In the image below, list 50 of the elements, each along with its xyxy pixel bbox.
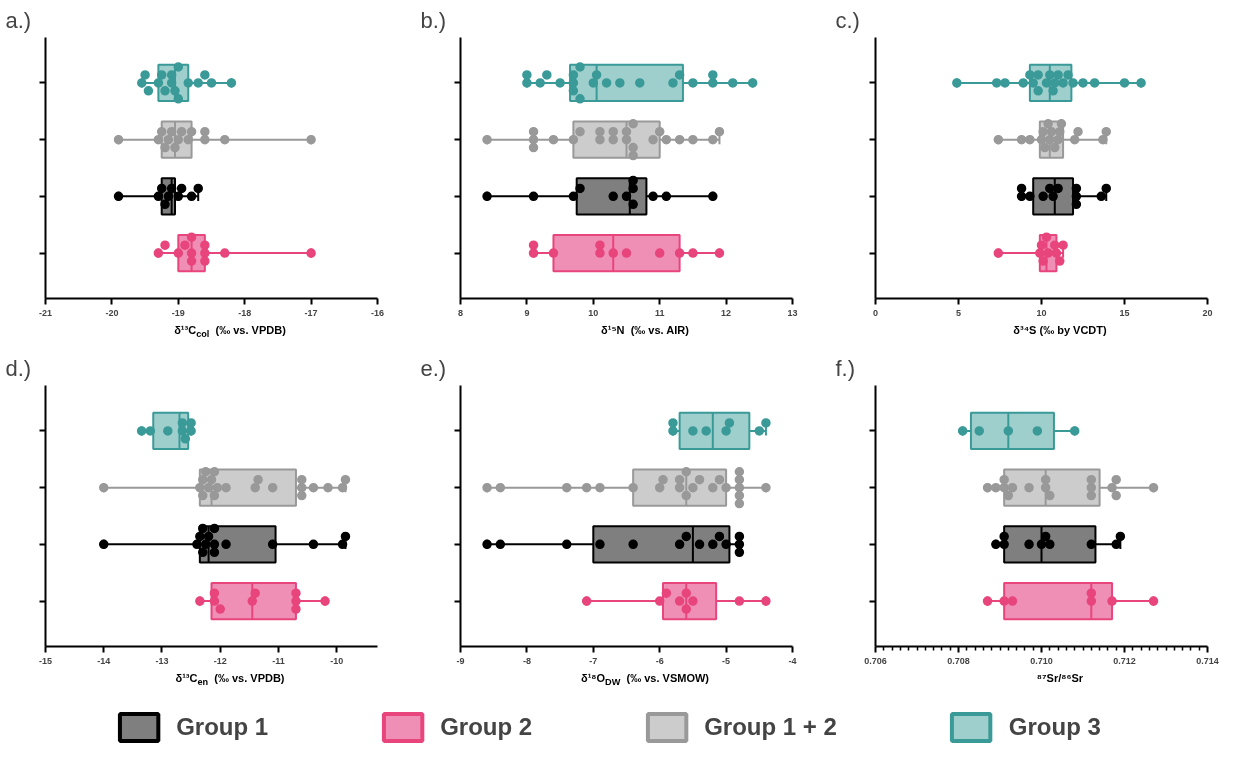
x-tick-label: -20	[105, 307, 119, 318]
x-tick-label: -9	[456, 655, 465, 666]
x-tick-label: 0.710	[1030, 655, 1053, 666]
x-axis-title: δ³⁴S (‰ by VCDT)	[1013, 323, 1107, 338]
chart-title: b.)	[420, 7, 447, 33]
x-tick-label: -19	[171, 307, 185, 318]
chart-title: a.)	[5, 7, 32, 33]
x-tick-label: 13	[787, 307, 798, 318]
x-tick-label: 9	[524, 307, 530, 318]
x-tick-label: -21	[39, 307, 53, 318]
x-tick-label: -7	[589, 655, 598, 666]
legend-label: Group 2	[440, 713, 533, 741]
x-tick-label: -10	[330, 655, 344, 666]
x-axis-title: δ¹³C$_{en}$ (‰ vs. VPDB)	[175, 671, 285, 690]
x-tick-label: 20	[1202, 307, 1213, 318]
x-tick-label: 0.714	[1196, 655, 1219, 666]
x-tick-label: -5	[722, 655, 731, 666]
x-axis-title: δ¹³C$_{col}$ (‰ vs. VPDB)	[174, 323, 286, 342]
chart-title: f.)	[835, 355, 856, 381]
x-axis-title: δ¹⁵N (‰ vs. AIR)	[601, 323, 689, 338]
x-tick-label: 0.712	[1113, 655, 1136, 666]
chart-title: e.)	[420, 355, 447, 381]
x-tick-label: 10	[588, 307, 599, 318]
x-axis-title: δ¹⁸O$_{DW}$ (‰ vs. VSMOW)	[581, 671, 709, 690]
x-tick-label: 5	[956, 307, 962, 318]
x-tick-label: -18	[238, 307, 252, 318]
x-tick-label: -14	[97, 655, 111, 666]
x-tick-label: 12	[721, 307, 732, 318]
x-tick-label: -16	[371, 307, 385, 318]
x-tick-label: -6	[655, 655, 664, 666]
x-tick-label: -11	[272, 655, 285, 666]
legend-label: Group 1 + 2	[704, 713, 837, 741]
x-tick-label: 8	[458, 307, 464, 318]
x-tick-label: 0	[873, 307, 879, 318]
x-tick-label: -15	[39, 655, 53, 666]
legend-label: Group 3	[1008, 713, 1101, 741]
x-tick-label: 10	[1036, 307, 1047, 318]
chart-title: d.)	[5, 355, 32, 381]
x-tick-label: 15	[1119, 307, 1130, 318]
x-tick-label: -4	[788, 655, 797, 666]
legend-label: Group 1	[176, 713, 269, 741]
x-tick-label: -12	[213, 655, 227, 666]
x-tick-label: -8	[522, 655, 531, 666]
x-tick-label: -13	[155, 655, 169, 666]
chart-title: c.)	[835, 7, 860, 33]
x-tick-label: 11	[654, 307, 665, 318]
x-tick-label: -17	[304, 307, 318, 318]
x-axis-title: ⁸⁷Sr/⁸⁶Sr	[1036, 671, 1084, 686]
x-tick-label: 0.706	[864, 655, 887, 666]
x-tick-label: 0.708	[947, 655, 970, 666]
